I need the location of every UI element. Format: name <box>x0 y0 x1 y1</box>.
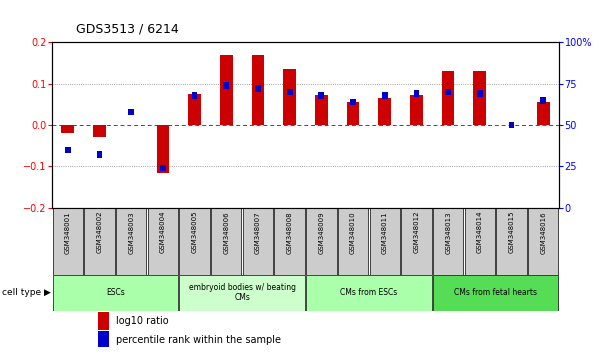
Text: GSM348005: GSM348005 <box>192 211 197 253</box>
Text: ESCs: ESCs <box>106 288 125 297</box>
Bar <box>382 92 387 99</box>
Bar <box>211 207 241 275</box>
Bar <box>401 207 431 275</box>
Text: GSM348002: GSM348002 <box>97 211 103 253</box>
Bar <box>180 275 305 311</box>
Bar <box>224 82 229 89</box>
Bar <box>53 275 178 311</box>
Bar <box>255 85 261 92</box>
Bar <box>414 90 419 97</box>
Bar <box>192 92 197 99</box>
Bar <box>474 72 486 125</box>
Text: log10 ratio: log10 ratio <box>116 315 169 326</box>
Text: GSM348009: GSM348009 <box>318 211 324 253</box>
Text: GSM348012: GSM348012 <box>414 211 419 253</box>
Bar <box>370 207 400 275</box>
Bar <box>433 207 463 275</box>
Bar <box>528 207 558 275</box>
Text: GSM348001: GSM348001 <box>65 211 71 253</box>
Bar <box>180 207 210 275</box>
Text: GSM348007: GSM348007 <box>255 211 261 253</box>
Bar <box>477 90 483 97</box>
Bar <box>496 207 527 275</box>
Bar <box>65 147 71 153</box>
Bar <box>306 207 337 275</box>
Text: percentile rank within the sample: percentile rank within the sample <box>116 335 281 345</box>
Text: GSM348015: GSM348015 <box>508 211 514 253</box>
Bar <box>537 102 549 125</box>
Bar <box>410 95 423 125</box>
Bar <box>252 55 265 125</box>
Bar <box>188 94 201 125</box>
Bar <box>156 125 169 172</box>
Bar <box>540 97 546 104</box>
Text: GDS3513 / 6214: GDS3513 / 6214 <box>76 22 179 35</box>
Text: CMs from fetal hearts: CMs from fetal hearts <box>454 288 537 297</box>
Bar <box>350 99 356 105</box>
Bar <box>160 165 166 171</box>
Bar <box>62 125 74 133</box>
Bar <box>338 207 368 275</box>
Text: cell type ▶: cell type ▶ <box>2 288 51 297</box>
Bar <box>148 207 178 275</box>
Bar <box>306 275 431 311</box>
Bar <box>287 89 293 95</box>
Bar <box>98 312 109 330</box>
Text: GSM348011: GSM348011 <box>382 211 388 253</box>
Bar <box>445 89 451 95</box>
Text: GSM348004: GSM348004 <box>160 211 166 253</box>
Text: GSM348013: GSM348013 <box>445 211 451 253</box>
Bar <box>378 98 391 125</box>
Bar <box>116 207 147 275</box>
Bar <box>318 92 324 99</box>
Text: GSM348008: GSM348008 <box>287 211 293 253</box>
Bar <box>274 207 305 275</box>
Bar <box>243 207 273 275</box>
Bar <box>315 95 327 125</box>
Bar <box>93 125 106 137</box>
Bar <box>442 72 455 125</box>
Text: GSM348014: GSM348014 <box>477 211 483 253</box>
Bar <box>284 69 296 125</box>
Bar <box>220 55 233 125</box>
Bar <box>509 122 514 129</box>
Bar <box>53 207 83 275</box>
Text: GSM348006: GSM348006 <box>223 211 229 253</box>
Bar <box>98 331 109 349</box>
Bar <box>346 102 359 125</box>
Bar <box>97 152 102 158</box>
Bar <box>84 207 115 275</box>
Text: GSM348016: GSM348016 <box>540 211 546 253</box>
Text: CMs from ESCs: CMs from ESCs <box>340 288 398 297</box>
Text: embryoid bodies w/ beating
CMs: embryoid bodies w/ beating CMs <box>189 283 296 302</box>
Text: GSM348010: GSM348010 <box>350 211 356 253</box>
Text: GSM348003: GSM348003 <box>128 211 134 253</box>
Bar <box>128 109 134 115</box>
Bar <box>464 207 495 275</box>
Bar <box>433 275 558 311</box>
